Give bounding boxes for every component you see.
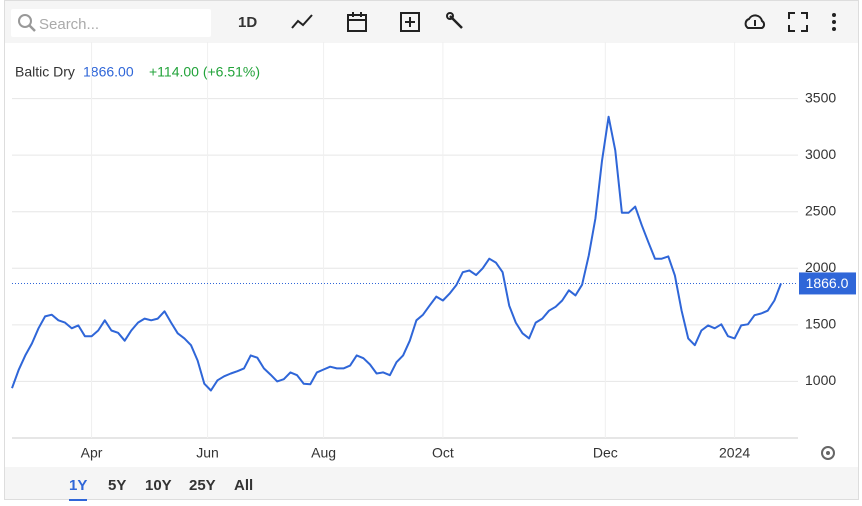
y-tick-label: 1000 [805,372,836,388]
search-placeholder: Search... [39,16,100,33]
range-button[interactable]: All [234,477,254,494]
interval-button[interactable]: 1D [238,14,258,31]
x-tick-label: Apr [81,445,103,461]
change-value: +114.00 (+6.51%) [149,64,260,80]
x-tick-label: Aug [311,445,336,461]
range-button[interactable]: 5Y [108,477,127,494]
download-button[interactable] [743,12,767,32]
search-box[interactable]: Search... [11,9,211,37]
widget: Search... 1D 1Y 5Y 10Y 25Y All [4,0,859,501]
x-tick-label: Jun [196,445,219,461]
price-tag-label: 1866.0 [806,275,849,291]
last-value: 1866.00 [83,64,134,80]
price-tag [799,272,856,295]
menu-button[interactable] [829,12,839,32]
toolbar: Search... 1D [5,1,858,43]
y-tick-label: 2000 [805,259,836,275]
y-tick-label: 3000 [805,146,836,162]
x-tick-label: Oct [432,445,454,461]
chart-settings-button[interactable] [821,446,835,460]
line [11,115,782,392]
x-tick-label: Dec [593,445,618,461]
fullscreen-button[interactable] [788,12,808,32]
series-name: Baltic Dry [15,64,75,80]
range-button[interactable]: 25Y [189,477,216,494]
x-tick-label: 2024 [719,445,750,461]
calendar-button[interactable] [347,12,367,32]
y-tick-label: 3500 [805,89,836,105]
y-tick-label: 2500 [805,202,836,218]
settings-tool-button[interactable] [446,12,466,32]
range-bar: 1Y 5Y 10Y 25Y All [5,467,858,501]
add-button[interactable] [400,12,420,32]
range-button[interactable]: 10Y [145,477,172,494]
range-button[interactable]: 1Y [69,477,88,501]
y-tick-label: 1500 [805,316,836,332]
search-icon [18,14,36,32]
chart-type-button[interactable] [291,12,313,32]
